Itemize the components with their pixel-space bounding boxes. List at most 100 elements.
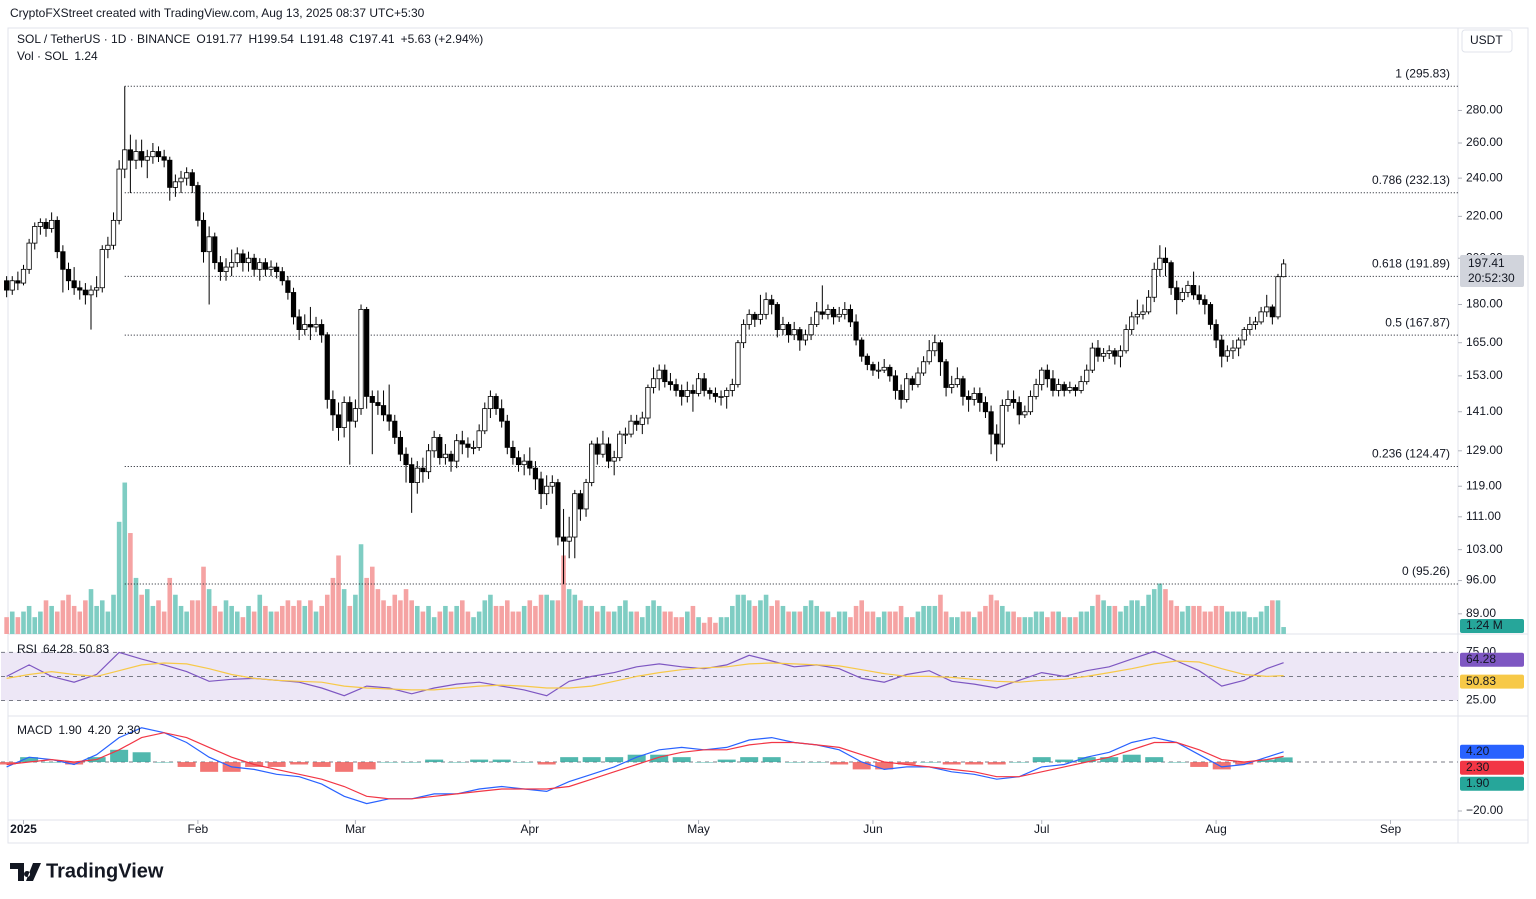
candle-body: [774, 304, 780, 330]
candle-body: [161, 156, 167, 161]
candle-body: [1129, 316, 1135, 330]
macd-histogram-bar: [1032, 757, 1051, 763]
y-tick-label: 89.00: [1466, 606, 1496, 620]
candle-body: [1084, 369, 1090, 383]
candle-body: [274, 266, 280, 272]
volume-bar: [99, 600, 105, 634]
volume-bar: [116, 521, 122, 634]
currency-box[interactable]: [1461, 29, 1513, 53]
candle-body: [662, 369, 668, 383]
macd-legend-value: 2.30: [117, 723, 141, 737]
candle-body: [1241, 329, 1247, 341]
candle-body: [9, 280, 15, 291]
volume-bar: [572, 594, 578, 634]
volume-bar: [1061, 617, 1067, 634]
candle-body: [122, 149, 128, 170]
volume-bar: [887, 611, 893, 634]
macd-legend-value: 4.20: [88, 723, 112, 737]
volume-bar: [1219, 605, 1225, 634]
volume-bar: [1112, 605, 1118, 634]
candle-body: [487, 396, 494, 410]
candle-body: [144, 156, 150, 161]
currency[interactable]: USDT: [1470, 33, 1503, 47]
candle-body: [285, 280, 291, 293]
volume-bar: [865, 611, 870, 634]
candle-body: [454, 440, 460, 462]
fib-label: 0.786 (232.13): [1372, 173, 1450, 187]
candle-body: [206, 236, 212, 253]
candle-body: [679, 390, 685, 397]
candle-body: [319, 324, 325, 336]
candle-body: [420, 467, 426, 473]
candle-body: [752, 313, 758, 320]
candle-body: [375, 402, 381, 406]
candle-body: [223, 266, 229, 272]
y-tick-label: 165.00: [1466, 335, 1503, 349]
candle-body: [448, 453, 454, 462]
volume-bar: [71, 605, 77, 634]
volume-bar: [718, 617, 724, 634]
candle-body: [1016, 402, 1022, 416]
candle-body: [20, 268, 27, 284]
volume-bar: [1039, 611, 1045, 634]
candle-body: [212, 236, 218, 264]
volume-bar: [1056, 611, 1061, 634]
volume-bar: [656, 605, 662, 634]
candle-body: [335, 414, 342, 428]
macd-histogram-bar: [132, 752, 151, 763]
macd-histogram-bar: [155, 762, 174, 763]
volume-bar: [133, 577, 139, 634]
candle-body: [1162, 257, 1169, 264]
macd-histogram-bar: [785, 762, 804, 763]
macd-histogram-bar: [1167, 762, 1186, 763]
volume-bar: [364, 577, 369, 634]
volume-bar: [1135, 600, 1140, 634]
volume-bar: [617, 605, 623, 634]
candle-body: [110, 219, 117, 246]
candle-body: [1264, 306, 1270, 313]
candle-body: [645, 387, 651, 419]
candle-body: [172, 181, 178, 188]
volume-bar: [268, 611, 274, 634]
macd-histogram-bar: [402, 762, 421, 763]
candle-body: [690, 390, 696, 394]
volume-bar: [375, 589, 381, 634]
macd-histogram-bar: [852, 762, 871, 770]
candle-body: [825, 308, 831, 315]
volume-bar: [690, 605, 696, 634]
macd-line: [6, 732, 1284, 800]
candle-body: [1140, 311, 1146, 315]
candle-body: [313, 324, 319, 328]
volume-bar: [274, 611, 279, 634]
candle-body: [611, 457, 617, 462]
candle-body: [431, 436, 437, 452]
volume-bar: [814, 605, 819, 634]
volume-bar: [414, 605, 420, 634]
macd-histogram-bar: [695, 762, 714, 763]
volume-bar: [448, 611, 454, 634]
volume-bar: [1247, 617, 1253, 634]
x-tick-label: Aug: [1205, 822, 1226, 836]
volume-bar: [1191, 605, 1196, 634]
volume-bar: [77, 611, 83, 634]
candle-body: [88, 289, 94, 296]
candle-body: [1100, 353, 1107, 357]
candle-body: [279, 271, 285, 282]
candle-body: [1213, 324, 1219, 341]
y-tick-label: 141.00: [1466, 404, 1503, 418]
candle-body: [915, 372, 921, 385]
rsi-tag-label: 64.28: [1466, 652, 1496, 666]
candle-body: [622, 433, 629, 436]
candle-body: [330, 399, 336, 416]
volume-bar: [1275, 600, 1281, 634]
volume-bar: [257, 594, 263, 634]
macd-histogram-bar: [1274, 757, 1293, 763]
candle-body: [673, 384, 679, 391]
candle-body: [605, 443, 612, 462]
x-tick-label: Jul: [1034, 822, 1049, 836]
macd-histogram-bar: [515, 762, 534, 763]
volume-bar: [420, 611, 426, 634]
y-tick-label: 180.00: [1466, 297, 1503, 311]
volume-bar: [189, 600, 195, 634]
